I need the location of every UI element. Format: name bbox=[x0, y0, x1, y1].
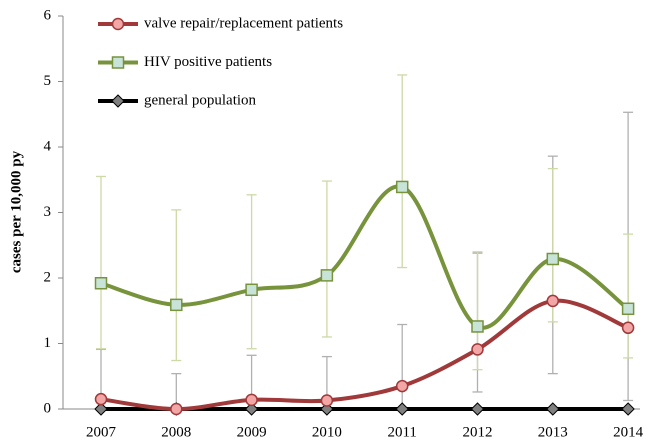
x-tick-label: 2011 bbox=[387, 424, 416, 440]
marker bbox=[621, 321, 635, 335]
y-tick-label: 2 bbox=[44, 269, 52, 285]
marker bbox=[395, 379, 409, 393]
marker bbox=[470, 402, 485, 416]
marker bbox=[94, 402, 108, 416]
marker bbox=[111, 17, 125, 31]
error-bar bbox=[246, 194, 257, 350]
y-tick-label: 6 bbox=[44, 7, 52, 23]
marker bbox=[471, 320, 484, 333]
series-line bbox=[100, 298, 629, 412]
marker bbox=[111, 94, 125, 108]
y-tick-label: 3 bbox=[44, 204, 52, 220]
marker bbox=[395, 180, 409, 194]
x-tick-label: 2008 bbox=[161, 424, 191, 440]
y-tick-label: 1 bbox=[44, 335, 52, 351]
error-bar bbox=[321, 180, 332, 338]
x-tick-label: 2013 bbox=[538, 424, 568, 440]
error-bar bbox=[623, 233, 634, 359]
marker bbox=[170, 402, 183, 416]
error-bar bbox=[397, 74, 408, 269]
error-bar bbox=[96, 175, 106, 350]
marker bbox=[245, 283, 258, 297]
marker bbox=[320, 402, 334, 416]
marker bbox=[320, 394, 334, 407]
series-line bbox=[100, 184, 630, 330]
marker bbox=[546, 252, 560, 266]
x-tick-label: 2010 bbox=[312, 424, 342, 440]
y-tick-label: 5 bbox=[44, 73, 52, 89]
y-axis-label: cases per 10,000 py bbox=[8, 150, 24, 273]
legend-label: general population bbox=[144, 92, 257, 108]
marker bbox=[111, 56, 125, 69]
legend-label: valve repair/replacement patients bbox=[144, 15, 343, 31]
x-tick-label: 2007 bbox=[86, 424, 117, 440]
error-bar bbox=[397, 323, 408, 410]
marker bbox=[471, 343, 484, 356]
y-tick-label: 4 bbox=[44, 138, 52, 154]
marker bbox=[621, 402, 635, 416]
marker bbox=[245, 393, 258, 407]
marker bbox=[320, 269, 334, 282]
x-tick-label: 2014 bbox=[613, 424, 644, 440]
marker bbox=[170, 298, 183, 312]
marker bbox=[546, 402, 560, 416]
x-tick-label: 2012 bbox=[463, 424, 493, 440]
marker bbox=[546, 294, 560, 308]
legend-label: HIV positive patients bbox=[144, 54, 272, 70]
x-tick-label: 2009 bbox=[237, 424, 267, 440]
marker bbox=[94, 276, 108, 290]
marker bbox=[94, 392, 108, 406]
marker bbox=[395, 402, 409, 416]
marker bbox=[621, 302, 635, 316]
marker bbox=[244, 402, 259, 416]
y-tick-label: 0 bbox=[44, 400, 52, 416]
error-bar bbox=[171, 209, 182, 362]
